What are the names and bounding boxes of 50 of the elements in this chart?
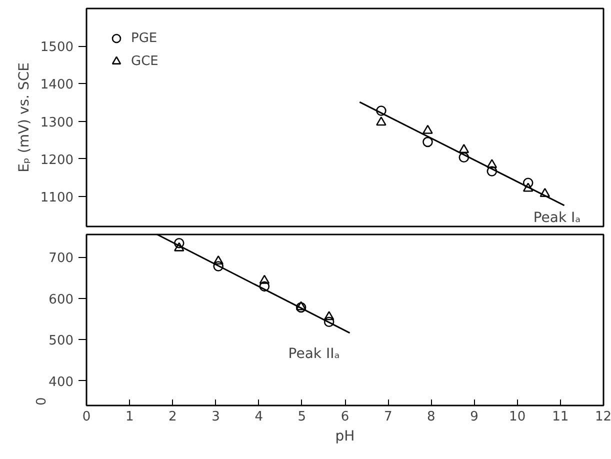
y-tick-label: 1500 [40, 40, 74, 56]
point [296, 301, 306, 310]
x-tick-label: 6 [340, 410, 350, 424]
text: 0 [34, 397, 50, 406]
point [324, 311, 334, 320]
x-tick-label: 3 [212, 410, 220, 424]
x-tick-label: 1 [125, 410, 134, 424]
x-tick-label: 2 [168, 410, 177, 424]
point [213, 261, 224, 272]
x-tick-label: 11 [552, 410, 569, 424]
legend-label: PGE [131, 30, 158, 46]
y-tick-label: 1300 [40, 115, 74, 130]
point [376, 106, 386, 116]
y-tick-label: 500 [48, 334, 74, 349]
point [486, 166, 498, 176]
point [458, 152, 470, 162]
legend-label: GCE [131, 54, 158, 68]
x-tick-label: 9 [470, 410, 478, 424]
x-tick-label: 5 [298, 410, 306, 424]
point [522, 178, 534, 188]
y-tick-label: 700 [48, 251, 74, 266]
point [174, 238, 184, 248]
x-tick-label: 12 [594, 410, 611, 424]
point [174, 242, 184, 252]
point [376, 116, 386, 126]
point [259, 274, 270, 284]
point [522, 182, 534, 192]
y-tick-label: 1200 [40, 152, 74, 168]
annotation: Peak IIₐ [288, 346, 340, 362]
point [422, 124, 433, 134]
point [259, 281, 270, 292]
point [422, 136, 433, 148]
point [458, 144, 470, 154]
point [324, 316, 334, 327]
x-tick-label: 7 [384, 410, 392, 424]
y-tick-label: 400 [48, 374, 74, 390]
y-axis-title: Eₚ (mV) vs. SCE [16, 62, 32, 172]
point [540, 188, 550, 198]
x-tick-label: 8 [427, 410, 436, 424]
y-tick-label: 1100 [40, 190, 74, 206]
point [213, 255, 224, 265]
point [296, 302, 306, 313]
annotation: Peak Iₐ [533, 210, 581, 226]
y-tick-label: 1400 [40, 78, 74, 93]
x-tick-label: 4 [254, 410, 263, 424]
x-tick-label: 10 [509, 410, 526, 424]
x-tick-label: 0 [82, 410, 91, 424]
y-tick-label: 600 [48, 292, 74, 308]
point [486, 159, 498, 168]
x-axis-title: pH [335, 428, 355, 444]
